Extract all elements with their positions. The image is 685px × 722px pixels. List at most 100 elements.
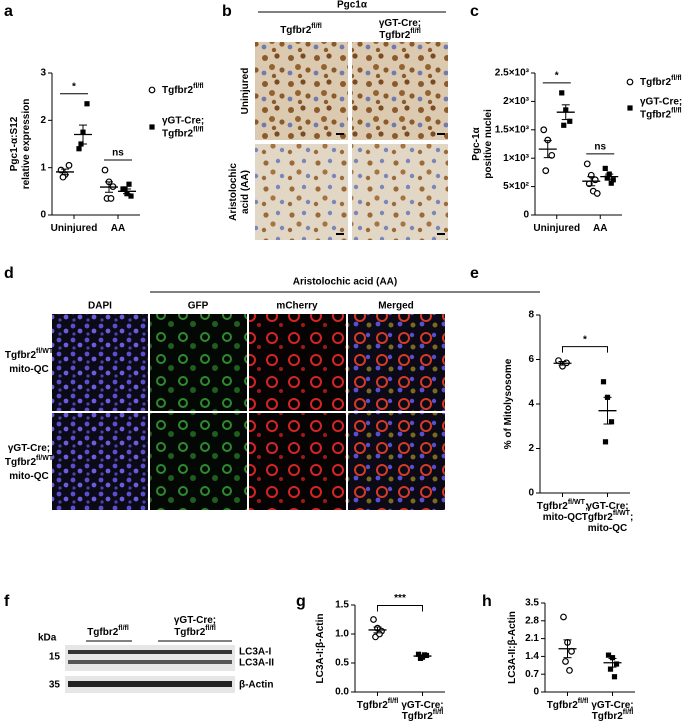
image <box>352 42 448 140</box>
superscript: fl/fl <box>193 127 204 134</box>
data-point <box>65 161 73 169</box>
label-text: γGT-Cre; <box>379 18 421 29</box>
data-point <box>84 101 90 107</box>
x-tick-label: AA <box>111 223 125 234</box>
panel-letter: a <box>4 3 13 20</box>
superscript: fl/fl <box>410 28 421 35</box>
significance-label: * <box>555 71 559 82</box>
data-point <box>627 105 633 111</box>
x-tick-label: Uninjured <box>533 223 580 234</box>
data-point <box>559 90 565 96</box>
superscript: fl/fl <box>193 83 204 90</box>
label-text: Tgfbr2 <box>592 711 624 722</box>
y-axis-label: % of Mitolysosome <box>503 358 514 449</box>
label-text: Tgfbr2 <box>162 128 194 139</box>
x-tick-label: AA <box>593 223 607 234</box>
label-text: γGT-Cre; <box>174 615 216 626</box>
label-text: Tgfbr2 <box>640 109 672 120</box>
superscript: fl/fl <box>623 709 634 716</box>
x-tick-label: Tgfbr2fl/fl <box>402 709 444 721</box>
row-label: γGT-Cre; <box>8 443 50 454</box>
row-label: acid (AA) <box>240 170 251 214</box>
label-text: Pgc1-α:S12 <box>9 116 20 171</box>
data-point <box>542 167 550 175</box>
y-tick-label: 1.5 <box>335 600 349 611</box>
x-tick-label: mito-QC <box>543 512 582 523</box>
data-point <box>626 78 634 86</box>
image <box>52 413 148 510</box>
x-tick-label: Tgfbr2fl/fl <box>357 698 399 710</box>
y-tick-label: 3.5 <box>525 598 539 609</box>
data-point <box>613 661 620 667</box>
band <box>68 650 232 654</box>
x-tick-label: Uninjured <box>51 223 98 234</box>
y-tick-label: 0 <box>40 210 46 221</box>
y-tick-label: 3 <box>40 68 46 79</box>
label-text: γGT-Cre; <box>640 96 682 107</box>
label-text: Tgfbr2 <box>162 85 194 96</box>
x-tick-label: γGT-Cre; <box>401 700 443 711</box>
data-point <box>602 439 609 445</box>
label-text: Tgfbr2 <box>5 350 37 361</box>
marker-label: 35 <box>49 680 61 691</box>
data-point <box>566 666 573 674</box>
data-point <box>149 124 155 130</box>
data-point <box>600 379 607 385</box>
superscript: fl/fl <box>388 698 399 705</box>
superscript: fl/WT <box>36 455 54 462</box>
label-text: Uninjured <box>51 223 98 234</box>
data-point <box>417 655 424 661</box>
data-point <box>415 651 422 657</box>
band <box>68 681 232 687</box>
label-text: AA <box>111 223 125 234</box>
data-point <box>107 195 115 202</box>
y-tick-label: 0 <box>523 210 529 221</box>
y-axis-label: relative expression <box>21 99 32 190</box>
image <box>52 314 148 411</box>
y-tick-label: 4 <box>528 399 534 410</box>
superscript: fl/fl <box>578 698 589 705</box>
label-text: LC3A-II:β-Actin <box>507 611 518 684</box>
data-point <box>101 166 109 174</box>
band-label: LC3A-II <box>239 658 274 669</box>
y-tick-label: 1×10³ <box>503 153 530 164</box>
row-label: Aristolochic <box>228 163 239 221</box>
label-text: mito-QC <box>588 523 627 534</box>
superscript: fl/WT <box>36 348 54 355</box>
blot <box>65 645 235 671</box>
y-tick-label: 0.0 <box>335 687 349 698</box>
y-tick-label: 0.5 <box>335 658 349 669</box>
image <box>348 413 445 510</box>
panel-letter: d <box>4 265 14 282</box>
column-label: DAPI <box>88 301 112 312</box>
data-point <box>126 181 132 187</box>
y-tick-label: 1.0 <box>335 629 349 640</box>
x-tick-label: Tgfbr2fl/fl <box>547 698 589 710</box>
legend-label: Tgfbr2fl/fl <box>640 75 682 87</box>
image <box>255 42 348 140</box>
panel-letter: f <box>4 593 10 610</box>
x-tick-label: Tgfbr2fl/WT; <box>537 499 589 511</box>
superscript: fl/fl <box>433 709 444 716</box>
data-point <box>548 151 556 159</box>
superscript: fl/fl <box>311 23 322 30</box>
significance-label: ns <box>594 142 606 153</box>
data-point <box>611 674 618 680</box>
label-text: Pgc-1α <box>471 126 482 160</box>
label-text: Aristolochic <box>228 163 239 221</box>
superscript: fl/fl <box>671 75 682 82</box>
column-label: γGT-Cre; <box>379 18 421 29</box>
data-point <box>605 652 612 658</box>
group-label: γGT-Cre; <box>174 615 216 626</box>
row-label: Tgfbr2fl/WT <box>5 455 54 467</box>
significance-label: *** <box>394 593 406 604</box>
ihc-images <box>255 42 448 240</box>
label-text: Tgfbr2 <box>547 700 579 711</box>
y-tick-label: 2 <box>528 443 534 454</box>
data-point <box>593 190 601 197</box>
panel-letter: g <box>296 593 306 610</box>
label-text: Tgfbr2 <box>87 627 119 638</box>
superscript: fl/fl <box>205 625 216 632</box>
image <box>255 144 348 240</box>
y-tick-label: 2×10³ <box>503 96 530 107</box>
